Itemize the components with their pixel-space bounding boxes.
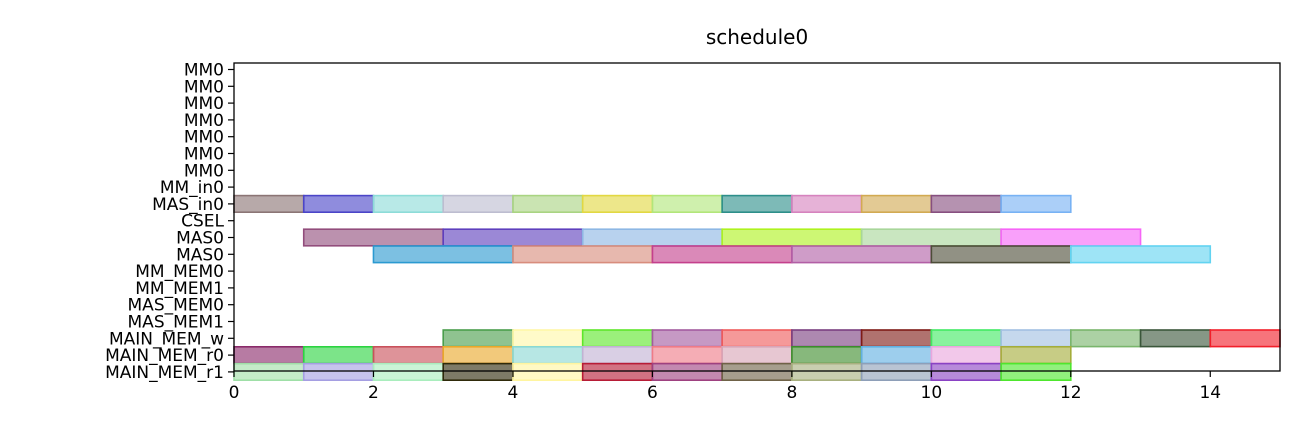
task-bar — [372, 362, 445, 382]
task-bar — [721, 194, 793, 214]
task-bar — [721, 362, 793, 382]
y-tick-label: MM_in0 — [160, 178, 224, 198]
task-bar — [791, 362, 863, 382]
task-bar — [721, 329, 793, 348]
task-bar — [651, 345, 723, 365]
task-bar — [302, 345, 375, 365]
task-bar — [791, 345, 863, 365]
task-bar — [930, 345, 1002, 365]
x-tick-label: 4 — [508, 383, 519, 403]
task-bar — [1000, 194, 1072, 214]
task-bar — [442, 329, 514, 348]
task-bar — [512, 245, 654, 264]
x-tick-label: 6 — [647, 383, 658, 403]
task-bar — [372, 194, 445, 214]
x-tick-label: 12 — [1060, 383, 1082, 403]
task-bar — [651, 245, 793, 264]
task-bar — [1070, 245, 1212, 264]
y-tick-label: MAS0 — [176, 245, 224, 265]
x-axis: 0 2 4 6 8 10 12 14 — [229, 371, 1221, 403]
task-bar — [1070, 329, 1142, 348]
y-axis: MM0MM0MM0MM0MM0MM0MM0MM_in0MAS_in0CSELMA… — [105, 61, 234, 383]
y-tick-label: MM0 — [184, 77, 224, 97]
y-tick-label: MAS_in0 — [152, 195, 224, 215]
task-bar — [302, 362, 375, 382]
plot-frame — [233, 62, 1281, 372]
task-bar — [860, 345, 933, 365]
task-bar — [930, 194, 1002, 214]
task-bar — [442, 228, 584, 247]
task-bar — [302, 228, 444, 247]
task-bar — [233, 194, 305, 214]
task-bar — [930, 329, 1002, 348]
task-bar — [721, 228, 863, 247]
task-bar — [581, 194, 654, 214]
y-tick-label: MAIN_MEM_r0 — [105, 346, 224, 366]
task-bar — [860, 194, 933, 214]
y-tick-label: MAIN_MEM_w — [109, 329, 224, 349]
task-bar — [1000, 228, 1142, 247]
task-bar — [581, 362, 654, 382]
task-bar — [1000, 345, 1072, 365]
y-tick-label: MM0 — [184, 145, 224, 165]
chart-title: schedule0 — [706, 25, 808, 49]
task-bar — [791, 194, 863, 214]
task-bar — [581, 345, 654, 365]
task-bar — [442, 345, 514, 365]
task-bar — [512, 345, 584, 365]
y-tick-label: CSEL — [181, 212, 224, 232]
x-tick-label: 0 — [229, 383, 240, 403]
task-bar — [581, 329, 654, 348]
task-bar — [651, 194, 723, 214]
y-tick-label: MAIN_MEM_r1 — [105, 363, 224, 383]
y-tick-label: MAS_MEM1 — [128, 313, 224, 333]
task-bars — [233, 194, 1281, 382]
task-bar — [930, 245, 1072, 264]
y-tick-label: MM0 — [184, 128, 224, 148]
x-tick-label: 2 — [368, 383, 379, 403]
task-bar — [1000, 329, 1072, 348]
y-tick-label: MM0 — [184, 161, 224, 181]
task-bar — [442, 362, 514, 382]
x-tick-label: 14 — [1199, 383, 1221, 403]
task-bar — [512, 194, 584, 214]
task-bar — [860, 362, 933, 382]
task-bar — [512, 362, 584, 382]
task-bar — [1139, 329, 1212, 348]
task-bar — [233, 362, 305, 382]
task-bar — [651, 362, 723, 382]
task-bar — [860, 329, 933, 348]
y-tick-label: MM0 — [184, 111, 224, 131]
x-tick-label: 10 — [921, 383, 943, 403]
task-bar — [372, 345, 445, 365]
y-tick-label: MM0 — [184, 94, 224, 114]
y-tick-label: MAS_MEM0 — [128, 296, 224, 316]
task-bar — [791, 329, 863, 348]
task-bar — [860, 228, 1002, 247]
task-bar — [233, 345, 305, 365]
task-bar — [1000, 362, 1072, 382]
x-tick-label: 8 — [786, 383, 797, 403]
y-tick-label: MAS0 — [176, 229, 224, 249]
task-bar — [442, 194, 514, 214]
task-bar — [372, 245, 514, 264]
task-bar — [721, 345, 793, 365]
y-tick-label: MM0 — [184, 61, 224, 81]
y-tick-label: MM_MEM0 — [135, 262, 224, 282]
task-bar — [581, 228, 723, 247]
task-bar — [1209, 329, 1281, 348]
task-bar — [930, 362, 1002, 382]
y-tick-label: MM_MEM1 — [135, 279, 224, 299]
task-bar — [651, 329, 723, 348]
task-bar — [302, 194, 375, 214]
task-bar — [791, 245, 933, 264]
task-bar — [512, 329, 584, 348]
